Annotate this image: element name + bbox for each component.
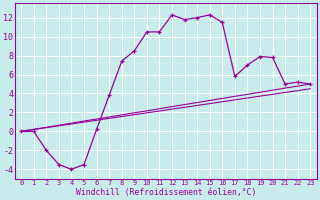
X-axis label: Windchill (Refroidissement éolien,°C): Windchill (Refroidissement éolien,°C) [76, 188, 256, 197]
